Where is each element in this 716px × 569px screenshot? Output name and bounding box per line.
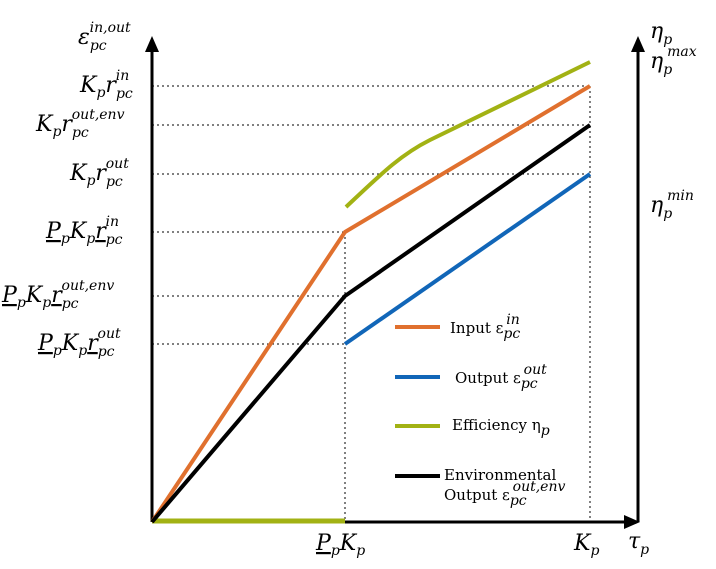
legend-label-output: Output εpcout xyxy=(455,362,547,392)
ytick-k-rin: Kprpcin xyxy=(79,68,133,102)
guide-lines xyxy=(152,85,591,522)
rtick-eta-min: ηpmin xyxy=(650,188,694,222)
legend-label-input: Input εpcin xyxy=(450,312,520,342)
ytick-pk-rout: PpKprpcout xyxy=(37,326,121,360)
ytick-k-rout: Kprpcout xyxy=(69,156,129,190)
legend: Input εpcin Output εpcout Efficiency ηp … xyxy=(395,312,565,509)
ytick-k-routenv: Kprpcout,env xyxy=(35,107,125,141)
left-axis-title: εpcin,out xyxy=(78,20,131,54)
ytick-pk-rin: PpKprpcin xyxy=(45,214,123,248)
right-axis-arrow-icon xyxy=(631,36,645,52)
x-axis-arrow-icon xyxy=(624,515,640,529)
legend-label-environmental-1: Environmental xyxy=(444,466,556,484)
output-curve xyxy=(343,172,592,346)
axes xyxy=(150,48,640,524)
efficiency-curve xyxy=(344,60,591,209)
curves xyxy=(150,60,592,524)
ytick-pk-routenv: PpKprpcout,env xyxy=(1,278,114,312)
left-axis-arrow-icon xyxy=(145,36,159,52)
environmental-output-curve xyxy=(150,123,592,524)
input-curve xyxy=(150,84,592,524)
x-axis-title: τp xyxy=(628,529,649,558)
xtick-k: Kp xyxy=(573,531,599,559)
right-axis-title: ηp xyxy=(650,19,672,48)
rtick-eta-max: ηpmax xyxy=(650,44,697,78)
xtick-pk: PpKp xyxy=(315,531,365,559)
legend-label-efficiency: Efficiency ηp xyxy=(452,416,550,439)
legend-label-environmental-2: Output εpcout,env xyxy=(444,479,565,509)
